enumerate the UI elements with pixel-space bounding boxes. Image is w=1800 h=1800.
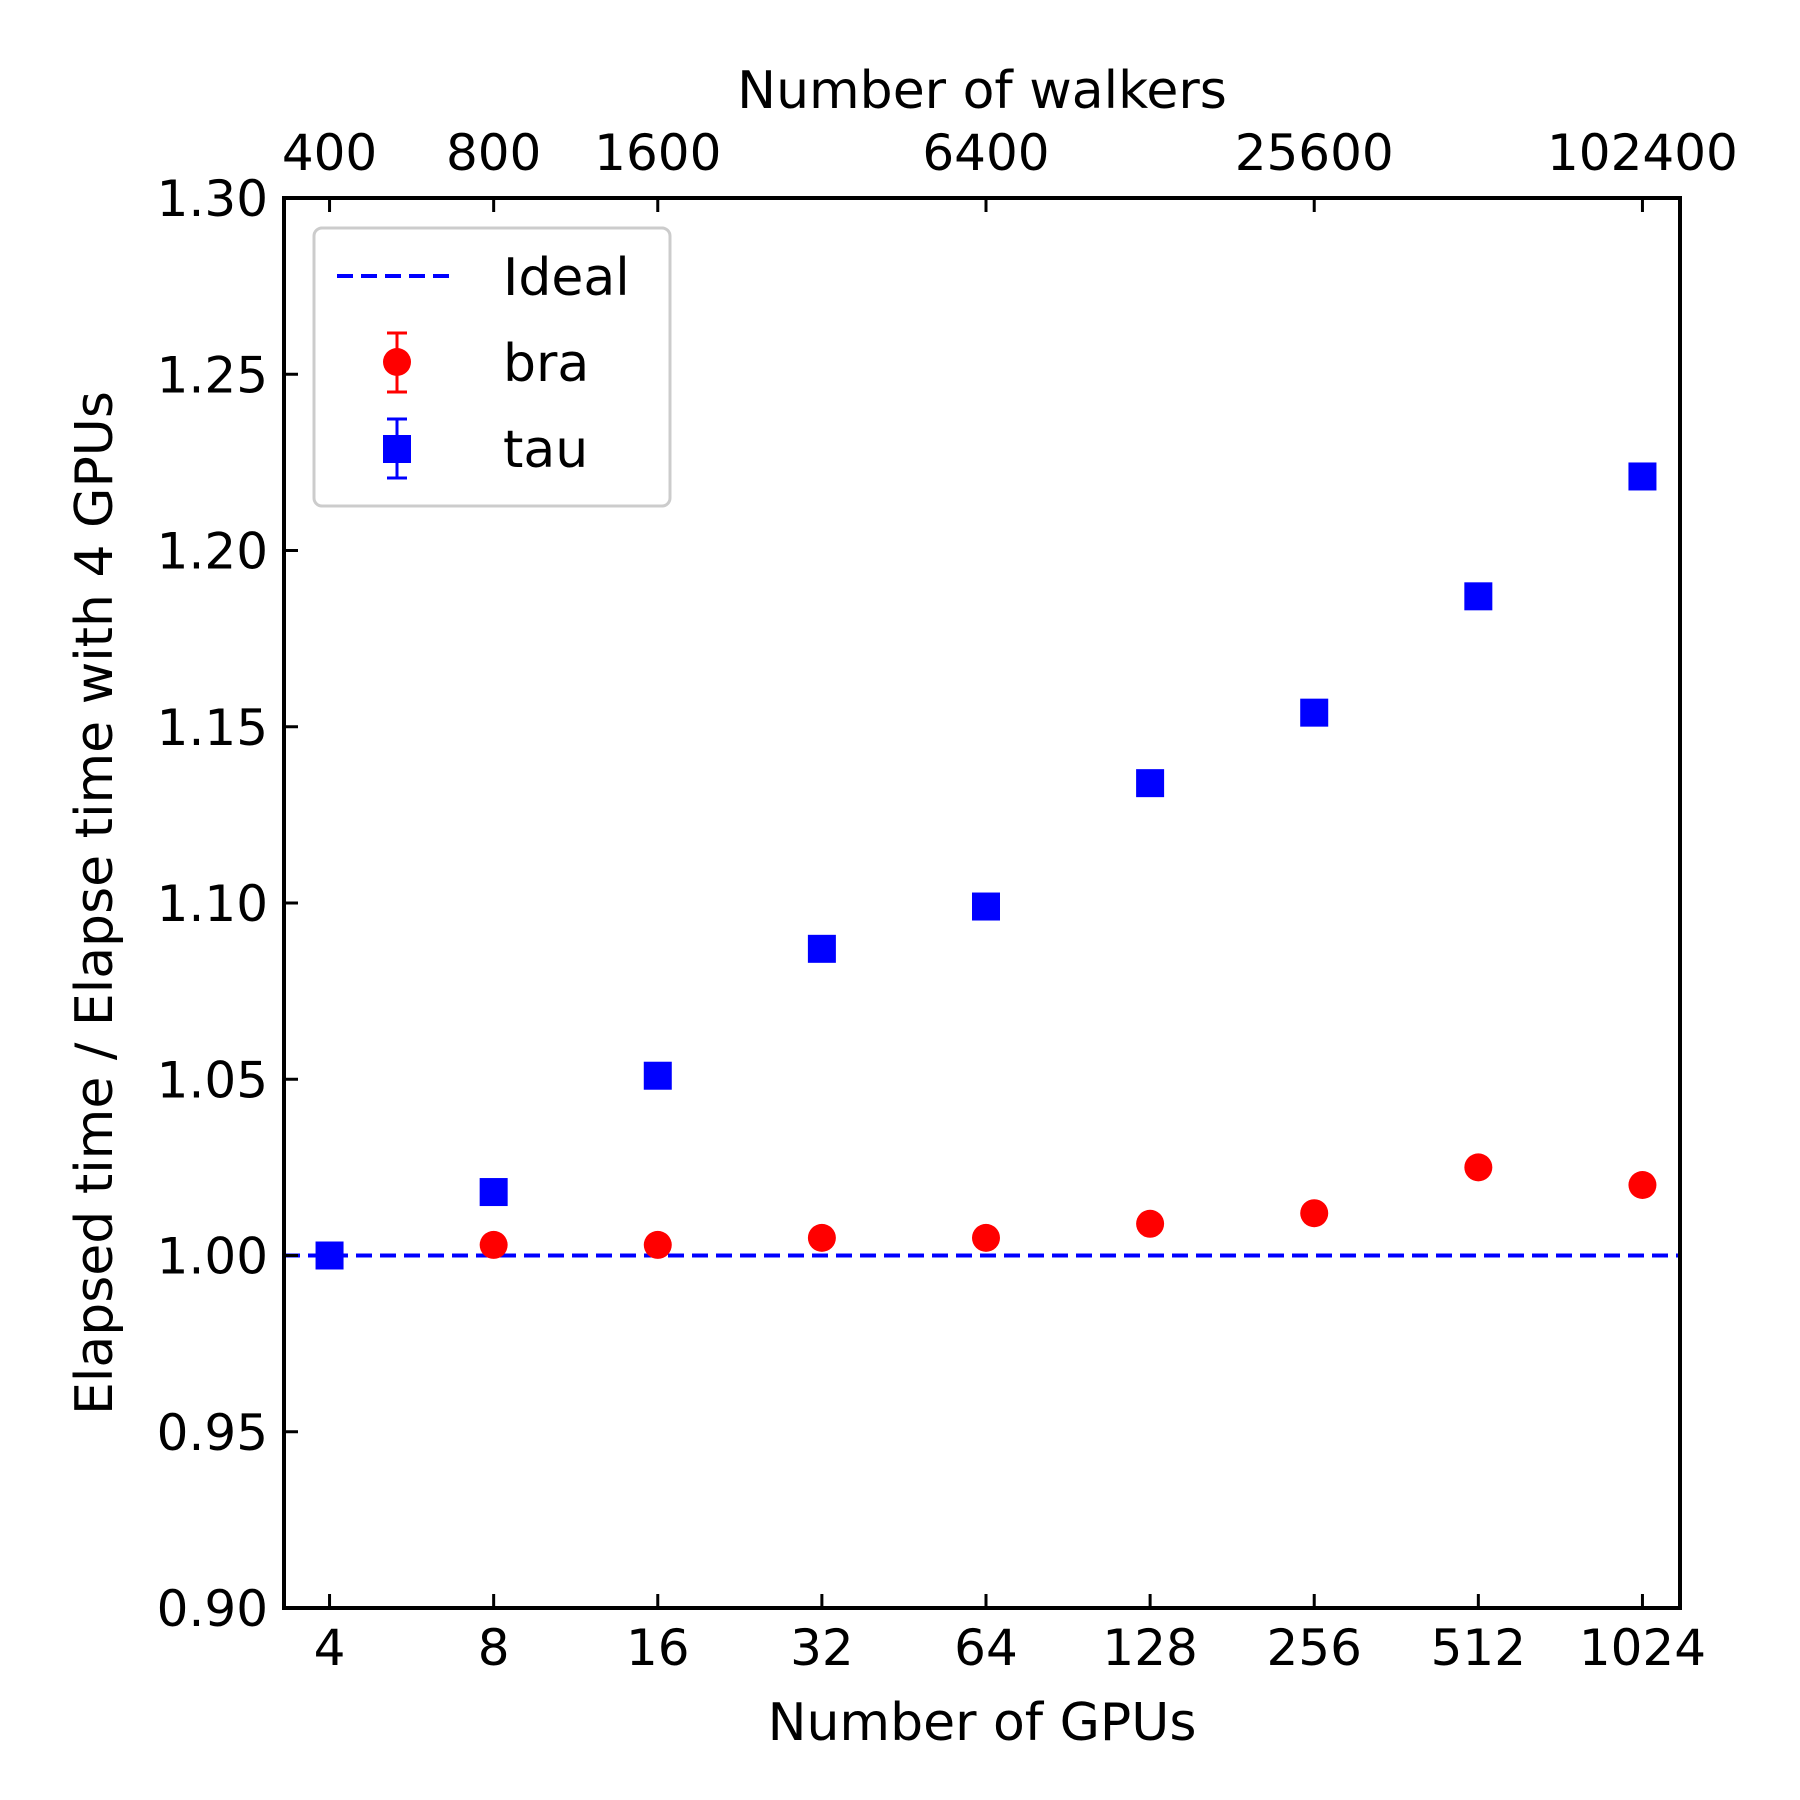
legend-ideal-label: Ideal [503, 248, 630, 308]
point-bra [971, 1223, 1000, 1252]
x-tick-label: 1024 [1579, 1619, 1706, 1677]
x-tick-label: 32 [790, 1619, 854, 1677]
y-tick-label: 1.00 [157, 1228, 268, 1286]
legend-tau-label: tau [503, 420, 588, 480]
top-tick-label: 800 [446, 124, 541, 182]
point-tau [479, 1178, 508, 1207]
point-bra [479, 1230, 508, 1259]
point-bra [1136, 1209, 1165, 1238]
x-axis-label: Number of GPUs [768, 1693, 1197, 1753]
point-tau [643, 1061, 672, 1090]
x-tick-label: 128 [1102, 1619, 1197, 1677]
top-tick-label: 25600 [1235, 124, 1394, 182]
x-tick-label: 64 [954, 1619, 1018, 1677]
y-tick-label: 1.20 [157, 523, 268, 581]
legend-bra-label: bra [503, 334, 589, 394]
y-tick-label: 1.15 [157, 699, 268, 757]
top-axis-label: Number of walkers [737, 61, 1227, 121]
point-bra [807, 1223, 836, 1252]
point-tau [315, 1241, 344, 1270]
point-bra [643, 1230, 672, 1259]
ticks-layer: 4 8 16 32 64 128 256 512 1024 400 800 1600 6400 25600… [157, 124, 1738, 1677]
y-tick-label: 0.90 [157, 1580, 268, 1638]
legend-tau-swatch [383, 417, 411, 480]
y-tick-label: 1.10 [157, 875, 268, 933]
point-tau [971, 892, 1000, 921]
y-tick-label: 0.95 [157, 1404, 268, 1462]
y-axis-label: Elapsed time / Elapse time with 4 GPUs [65, 391, 125, 1415]
point-tau [1300, 698, 1329, 727]
x-tick-label: 512 [1431, 1619, 1526, 1677]
point-bra [1464, 1153, 1493, 1182]
point-tau [1464, 582, 1493, 611]
point-tau [807, 934, 836, 963]
x-tick-label: 8 [478, 1619, 510, 1677]
plot-layer [284, 462, 1680, 1270]
top-tick-label: 1600 [594, 124, 721, 182]
x-tick-label: 4 [314, 1619, 346, 1677]
point-bra [1628, 1171, 1657, 1199]
x-tick-label: 256 [1267, 1619, 1362, 1677]
x-tick-label: 16 [626, 1619, 690, 1677]
y-tick-label: 1.05 [157, 1051, 268, 1109]
y-tick-label: 1.25 [157, 346, 268, 404]
legend: Ideal bra tau [312, 226, 672, 508]
top-tick-label: 6400 [922, 124, 1049, 182]
top-tick-label: 400 [282, 124, 377, 182]
top-tick-label: 102400 [1547, 124, 1738, 182]
point-tau [1136, 769, 1165, 798]
legend-bra-swatch [383, 331, 411, 394]
point-bra [1300, 1199, 1329, 1228]
y-tick-label: 1.30 [157, 170, 268, 228]
point-tau [1628, 462, 1657, 491]
